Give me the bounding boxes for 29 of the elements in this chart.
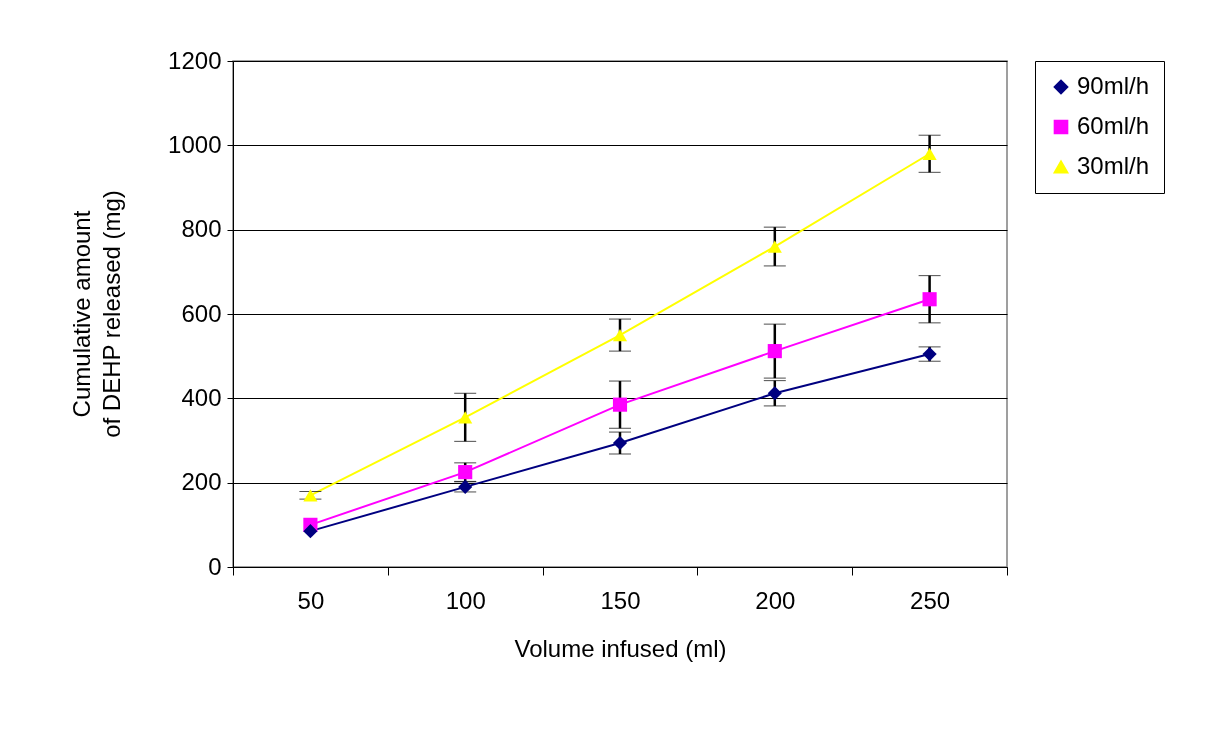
y-tick-label: 1000 xyxy=(168,130,222,158)
x-tick-label: 150 xyxy=(600,586,641,614)
legend-label: 30ml/h xyxy=(1077,152,1150,179)
x-tick-label: 100 xyxy=(445,586,486,614)
point xyxy=(458,479,473,494)
y-tick-label: 800 xyxy=(181,215,222,243)
x-tick-label: 200 xyxy=(755,586,796,614)
point xyxy=(303,524,318,539)
point xyxy=(922,346,937,362)
x-tick-label: 50 xyxy=(297,586,325,614)
point xyxy=(458,411,473,424)
point xyxy=(922,147,937,160)
y-tick-label: 1200 xyxy=(168,46,222,74)
legend-label: 60ml/h xyxy=(1077,112,1150,139)
point xyxy=(612,328,628,342)
x-axis-title: Volume infused (ml) xyxy=(514,634,727,662)
y-tick-label: 400 xyxy=(181,383,222,411)
y-axis-title: Cumulative amount of DEHP released (mg) xyxy=(68,190,125,438)
y-tick-label: 200 xyxy=(181,468,222,496)
point xyxy=(303,489,318,502)
y-tick-label: 600 xyxy=(181,299,222,327)
point xyxy=(767,240,782,253)
x-tick-label: 250 xyxy=(910,586,951,614)
point xyxy=(767,386,782,401)
point xyxy=(612,397,628,412)
point xyxy=(922,292,937,307)
point xyxy=(767,344,782,359)
y-tick-label: 0 xyxy=(208,552,222,580)
legend-label: 90ml/h xyxy=(1077,72,1150,99)
